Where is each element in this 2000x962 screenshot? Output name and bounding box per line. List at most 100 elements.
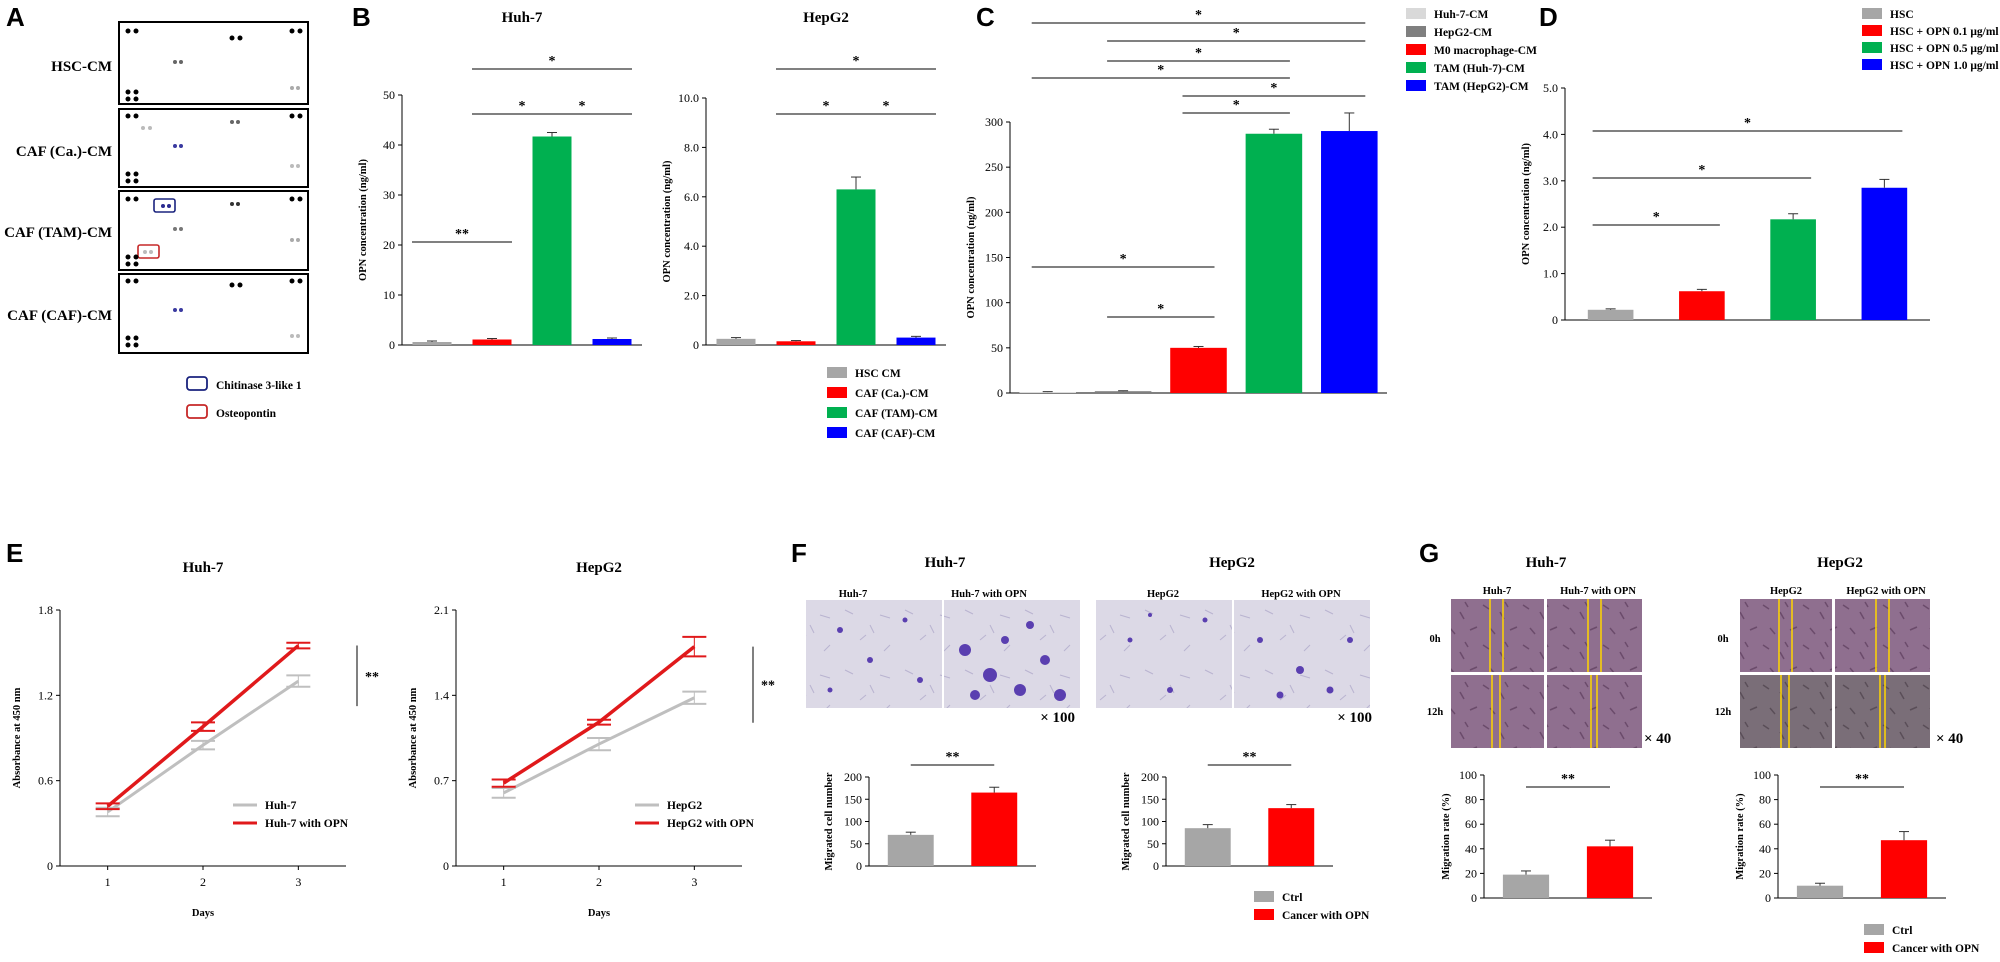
y-tick-label: 200	[844, 770, 862, 784]
y-tick-label: 100	[844, 815, 862, 829]
f-image-label: Huh-7 with OPN	[951, 589, 1027, 600]
y-tick-label: 20	[1759, 866, 1771, 880]
chart-title: Huh-7	[183, 560, 224, 576]
y-axis-label: Migration rate (%)	[1441, 793, 1452, 880]
chart-E2: 0 0.7 1.4 2.1 Absorbance at 450 nm 1 2 3 Days Hep…	[408, 560, 775, 919]
significance-label: **	[455, 227, 469, 242]
bar	[1184, 828, 1231, 866]
y-tick-label: 0	[1153, 859, 1159, 873]
chart-F1: 0 50 100 150 200 Migrated cell number **	[824, 750, 1036, 873]
legend-swatch	[827, 407, 847, 418]
bar	[1861, 187, 1908, 320]
y-tick-label: 1.8	[38, 603, 53, 617]
legend-label: Huh-7-CM	[1434, 9, 1488, 21]
array-row-label: CAF (CAF)-CM	[7, 308, 112, 324]
significance-label: *	[1233, 98, 1240, 113]
bar	[716, 338, 756, 345]
panel-letter-g: G	[1419, 538, 1439, 568]
significance-label: *	[579, 99, 586, 114]
legend-label: HSC + OPN 0.1 μg/ml	[1890, 26, 1999, 38]
g-row-label: 12h	[1427, 707, 1444, 718]
y-axis-label: OPN concentration (ng/ml)	[966, 196, 977, 318]
array-blot-3	[118, 190, 309, 271]
y-tick-label: 10	[383, 288, 395, 302]
significance-label: *	[1157, 302, 1164, 317]
g-title-hepg2: HepG2	[1817, 555, 1863, 571]
significance-label: *	[1233, 26, 1240, 41]
chart-title: HepG2	[576, 560, 622, 576]
legend-swatch	[1254, 891, 1274, 902]
y-tick-label: 100	[1753, 768, 1771, 782]
bar	[1502, 874, 1550, 898]
x-tick-label: 2	[200, 875, 206, 889]
bar	[472, 339, 512, 345]
y-axis-label: Migration rate (%)	[1735, 793, 1746, 880]
significance-label: *	[1270, 81, 1277, 96]
y-tick-label: 0	[443, 859, 449, 873]
g-magnification: × 40	[1644, 731, 1671, 747]
f-title-huh7: Huh-7	[925, 555, 966, 571]
wound-image	[1451, 675, 1544, 748]
y-tick-label: 0.6	[38, 774, 53, 788]
array-blot-4	[118, 273, 309, 354]
wound-image	[1740, 599, 1832, 672]
g-row-label: 0h	[1429, 634, 1440, 645]
panel-letter-c: C	[976, 2, 995, 32]
legend-swatch	[1406, 62, 1426, 73]
legend-label: CAF (Ca.)-CM	[855, 388, 929, 400]
legend-swatch	[1862, 42, 1882, 53]
y-tick-label: 150	[985, 251, 1003, 265]
significance-label: **	[1855, 772, 1869, 787]
chart-B2: 0 2.0 4.0 6.0 8.0 10.0 OPN concentration (ng/m…	[662, 10, 946, 352]
panel-g-images: Huh-7 HepG2 Huh-7 Huh-7 with OPN HepG2 H…	[1427, 555, 1963, 748]
legend-label: HepG2 with OPN	[667, 818, 755, 830]
y-tick-label: 200	[985, 205, 1003, 219]
bar	[592, 339, 632, 345]
array-row-label: HSC-CM	[51, 59, 112, 75]
y-tick-label: 300	[985, 115, 1003, 129]
wound-image	[1740, 675, 1832, 748]
g-image-label: HepG2 with OPN	[1846, 586, 1926, 597]
legend-swatch	[827, 427, 847, 438]
x-axis-label: Days	[192, 908, 214, 919]
bar	[412, 342, 452, 345]
bar	[887, 834, 934, 866]
y-tick-label: 0	[1765, 891, 1771, 905]
legend-label: HSC + OPN 0.5 μg/ml	[1890, 43, 1999, 55]
chart-C: 0 50 100 150 200 250 300 OPN concentration (ng/…	[966, 8, 1387, 400]
g-row-label: 12h	[1715, 707, 1732, 718]
panel-letter-a: A	[6, 2, 25, 32]
bar	[532, 136, 572, 345]
y-tick-label: 1.4	[434, 688, 449, 702]
y-axis-label: Absorbance at 450 nm	[408, 687, 419, 788]
y-tick-label: 40	[1759, 842, 1771, 856]
y-axis-label: Absorbance at 450 nm	[12, 687, 23, 788]
legend-label: TAM (Huh-7)-CM	[1434, 63, 1525, 75]
legend-label-osteopontin: Osteopontin	[216, 408, 277, 420]
y-tick-label: 60	[1465, 817, 1477, 831]
significance-label: **	[761, 679, 775, 694]
legend-b: HSC CM CAF (Ca.)-CM CAF (TAM)-CM CAF (CAF)-…	[827, 367, 938, 440]
legend-label: TAM (HepG2)-CM	[1434, 81, 1529, 93]
legend-swatch	[1862, 25, 1882, 36]
legend-swatch	[1862, 8, 1882, 19]
bar	[1019, 392, 1076, 393]
y-tick-label: 5.0	[1543, 81, 1558, 95]
legend-label: HepG2	[667, 800, 702, 812]
significance-label: *	[1744, 116, 1751, 131]
y-tick-label: 20	[1465, 866, 1477, 880]
panel-letter-e: E	[6, 538, 23, 568]
y-tick-label: 2.1	[434, 603, 449, 617]
x-tick-label: 3	[295, 875, 301, 889]
significance-label: *	[883, 99, 890, 114]
chart-G1: 0 20 40 60 80 100 Migration rate (%) **	[1441, 768, 1652, 905]
significance-label: **	[1561, 772, 1575, 787]
y-tick-label: 8.0	[684, 140, 699, 154]
y-tick-label: 0	[1552, 313, 1558, 327]
y-tick-label: 6.0	[684, 190, 699, 204]
legend-swatch-chitinase	[186, 376, 208, 391]
y-tick-label: 50	[850, 837, 862, 851]
panel-a-array: HSC-CM CAF (Ca.)-CM CAF (TAM)-CM CAF (CA…	[4, 21, 309, 420]
